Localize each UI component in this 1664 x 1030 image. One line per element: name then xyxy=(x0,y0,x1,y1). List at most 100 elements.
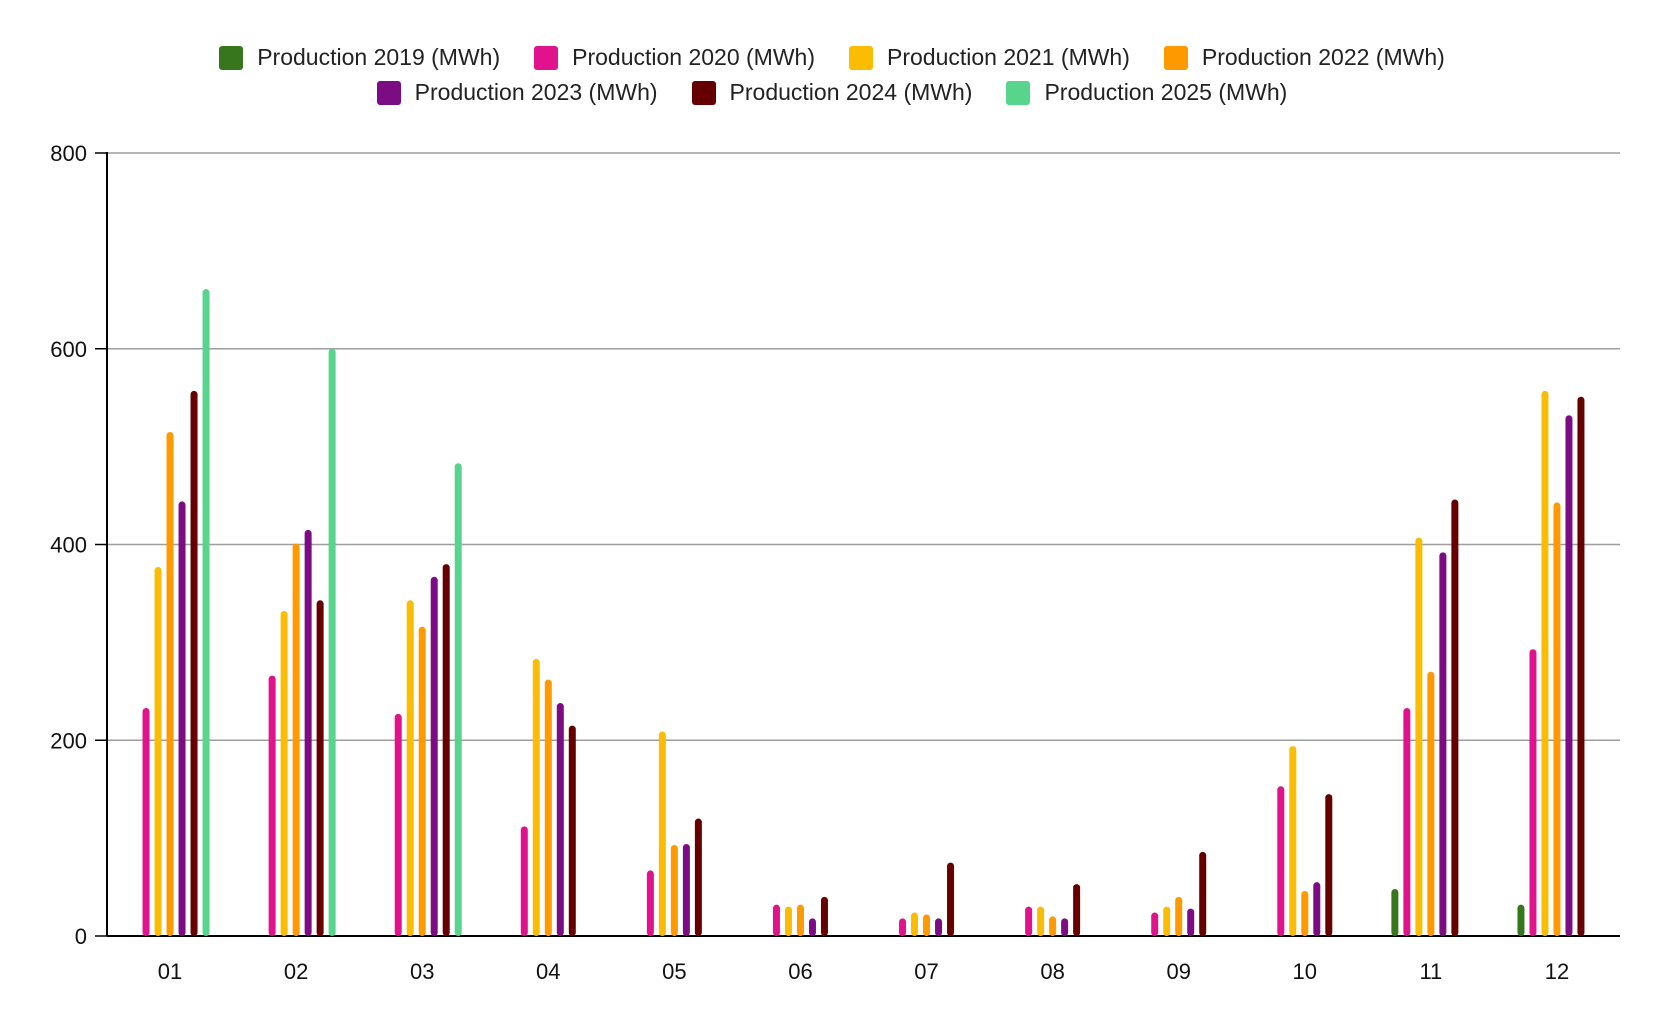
bar xyxy=(947,862,955,936)
bar xyxy=(1187,908,1195,936)
bar xyxy=(1565,415,1573,936)
x-tick-label: 03 xyxy=(410,959,434,984)
legend-label: Production 2022 (MWh) xyxy=(1201,44,1445,70)
legend-item: Production 2019 (MWh) xyxy=(219,44,500,71)
bar xyxy=(568,725,576,936)
bar xyxy=(178,501,186,936)
x-tick-label: 01 xyxy=(158,959,182,984)
bar xyxy=(1199,851,1207,936)
x-tick-label: 08 xyxy=(1040,959,1064,984)
bar xyxy=(544,679,552,936)
bar xyxy=(1151,912,1159,936)
bar xyxy=(190,390,198,936)
bar xyxy=(454,463,462,936)
bar xyxy=(1439,552,1447,936)
legend-item: Production 2024 (MWh) xyxy=(691,79,973,106)
bar xyxy=(923,914,931,936)
legend-label: Production 2021 (MWh) xyxy=(887,44,1130,70)
bar xyxy=(935,918,943,936)
x-tick-label: 02 xyxy=(284,959,308,984)
x-tick-label: 12 xyxy=(1545,959,1569,984)
bar xyxy=(418,626,426,936)
x-tick-label: 10 xyxy=(1293,959,1317,984)
bar xyxy=(1553,502,1561,936)
y-tick-label: 600 xyxy=(50,337,87,362)
legend-item: Production 2023 (MWh) xyxy=(376,79,658,106)
bar xyxy=(1577,396,1585,936)
bar xyxy=(820,896,828,936)
bar xyxy=(646,870,654,936)
bar xyxy=(784,906,792,936)
legend-label: Production 2019 (MWh) xyxy=(257,44,501,70)
bar xyxy=(328,348,336,936)
y-tick-label: 400 xyxy=(50,533,87,558)
bar xyxy=(304,529,312,936)
x-tick-label: 05 xyxy=(662,959,686,984)
x-tick-label: 09 xyxy=(1166,959,1190,984)
bar xyxy=(1289,746,1297,936)
legend-swatch xyxy=(376,80,401,105)
legend-item: Production 2025 (MWh) xyxy=(1006,79,1287,106)
bar xyxy=(1073,884,1081,936)
bar xyxy=(796,904,804,936)
legend-swatch xyxy=(849,45,873,70)
bar xyxy=(1163,906,1171,936)
bar xyxy=(1049,916,1057,936)
bar xyxy=(1301,890,1309,936)
legend-label: Production 2024 (MWh) xyxy=(729,79,973,105)
legend-label: Production 2025 (MWh) xyxy=(1044,79,1288,105)
bar xyxy=(899,918,907,936)
bar xyxy=(556,703,564,936)
bar xyxy=(292,543,300,936)
bar xyxy=(1061,918,1069,936)
legend-item: Production 2022 (MWh) xyxy=(1163,44,1445,71)
legend-item: Production 2020 (MWh) xyxy=(534,44,815,71)
bar xyxy=(430,576,438,936)
legend-swatch xyxy=(691,80,716,105)
bar xyxy=(280,611,288,936)
bar xyxy=(154,567,162,936)
y-tick-label: 800 xyxy=(50,141,87,166)
x-tick-label: 04 xyxy=(536,959,560,984)
chart-legend: Production 2019 (MWh) Production 2020 (MW… xyxy=(0,44,1664,106)
legend-swatch xyxy=(219,45,244,70)
legend-item: Production 2021 (MWh) xyxy=(849,44,1130,71)
bar xyxy=(1391,889,1399,936)
bar xyxy=(406,600,414,936)
bar xyxy=(772,904,780,936)
bar xyxy=(1325,794,1333,936)
bar xyxy=(1415,537,1423,936)
x-tick-label: 07 xyxy=(914,959,938,984)
bar xyxy=(1541,390,1549,936)
x-tick-label: 11 xyxy=(1419,959,1442,984)
bar xyxy=(1403,707,1411,936)
bar xyxy=(658,731,666,936)
bar xyxy=(316,600,324,936)
bar xyxy=(1277,786,1285,936)
bar xyxy=(1517,904,1525,936)
bar xyxy=(394,713,402,936)
bar xyxy=(442,564,450,936)
bar xyxy=(268,675,276,936)
bar xyxy=(1427,671,1435,936)
bar xyxy=(1025,906,1033,936)
legend-label: Production 2020 (MWh) xyxy=(572,44,815,70)
legend-label: Production 2023 (MWh) xyxy=(414,79,658,105)
bar xyxy=(532,659,540,936)
x-tick-label: 06 xyxy=(788,959,812,984)
bar xyxy=(682,843,690,936)
legend-swatch xyxy=(1006,80,1031,105)
bar xyxy=(202,289,210,936)
bar xyxy=(670,844,678,936)
legend-swatch xyxy=(1163,45,1188,70)
bar xyxy=(166,431,174,936)
bar xyxy=(1451,499,1459,936)
y-tick-label: 0 xyxy=(75,924,87,949)
bar xyxy=(1037,906,1045,936)
bar xyxy=(808,918,816,936)
y-tick-label: 200 xyxy=(50,728,87,753)
bar xyxy=(1529,649,1537,936)
legend-swatch xyxy=(534,45,559,70)
